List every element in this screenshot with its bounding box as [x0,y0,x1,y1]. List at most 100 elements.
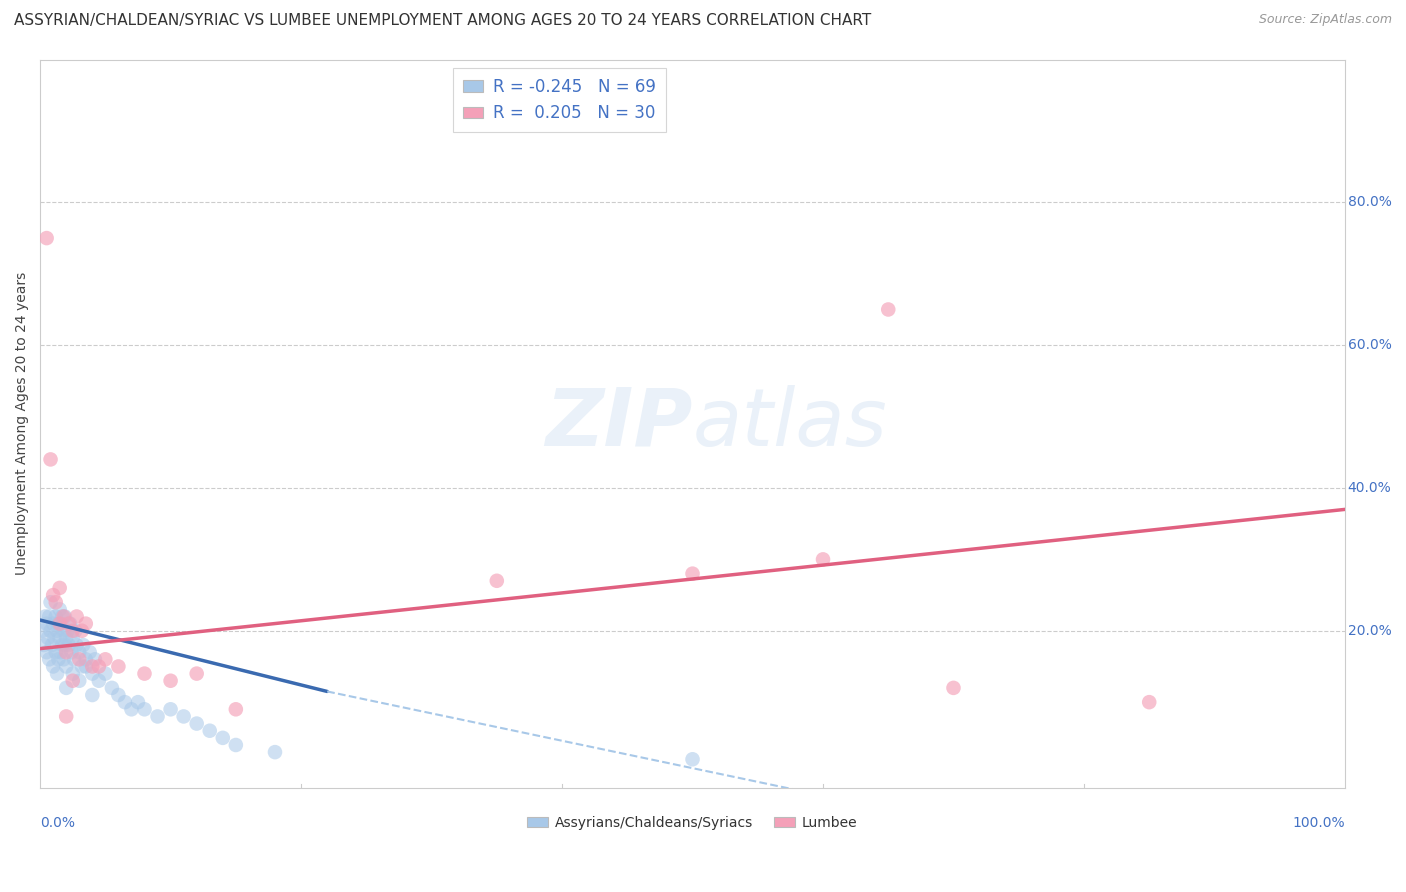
Point [48,616,70,631]
Point [682,566,704,581]
Point [159,673,181,688]
Point [49,645,72,659]
Point [55,645,77,659]
Point [94,666,117,681]
Point [63,652,86,666]
Text: atlas: atlas [693,384,887,463]
Point [114,695,136,709]
Point [65,624,87,638]
Point [53,609,76,624]
Point [79,645,101,659]
Point [51,638,73,652]
Point [48,631,70,645]
Point [35,645,58,659]
Point [62,631,84,645]
Point [38,652,60,666]
Point [120,702,142,716]
Point [34,609,56,624]
Point [159,702,181,716]
Point [485,574,508,588]
Point [42,616,65,631]
Point [48,602,70,616]
Text: ZIP: ZIP [546,384,693,463]
Point [67,652,90,666]
Point [39,595,62,609]
Point [87,659,110,673]
Text: 40.0%: 40.0% [1347,481,1392,495]
Point [52,652,75,666]
Text: 100.0%: 100.0% [1292,816,1346,830]
Point [48,616,70,631]
Point [42,659,65,673]
Point [58,638,80,652]
Point [146,709,169,723]
Point [45,645,67,659]
Y-axis label: Unemployment Among Ages 20 to 24 years: Unemployment Among Ages 20 to 24 years [15,272,30,575]
Point [72,638,94,652]
Text: 0.0%: 0.0% [41,816,75,830]
Point [82,666,104,681]
Point [39,452,62,467]
Point [198,723,221,738]
Point [31,624,53,638]
Point [48,652,70,666]
Point [60,645,83,659]
Point [66,638,89,652]
Point [75,652,97,666]
Point [45,595,67,609]
Point [45,609,67,624]
Point [55,631,77,645]
Point [264,745,287,759]
Point [62,666,84,681]
Point [75,659,97,673]
Point [59,616,82,631]
Point [70,659,93,673]
Point [46,624,69,638]
Point [107,688,129,702]
Point [32,638,55,652]
Point [62,673,84,688]
Point [1137,695,1160,709]
Point [186,666,208,681]
Point [39,624,62,638]
Text: 20.0%: 20.0% [1347,624,1392,638]
Point [225,702,247,716]
Point [211,731,233,745]
Point [49,616,72,631]
Point [58,616,80,631]
Point [35,616,58,631]
Point [66,609,89,624]
Point [55,709,77,723]
Point [94,652,117,666]
Point [75,616,97,631]
Point [877,302,900,317]
Point [811,552,834,566]
Text: ASSYRIAN/CHALDEAN/SYRIAC VS LUMBEE UNEMPLOYMENT AMONG AGES 20 TO 24 YEARS CORREL: ASSYRIAN/CHALDEAN/SYRIAC VS LUMBEE UNEMP… [14,13,872,29]
Point [186,716,208,731]
Text: 60.0%: 60.0% [1347,338,1392,352]
Point [67,673,90,688]
Text: Source: ZipAtlas.com: Source: ZipAtlas.com [1258,13,1392,27]
Point [46,666,69,681]
Point [82,688,104,702]
Point [101,681,124,695]
Point [134,666,156,681]
Point [55,681,77,695]
Point [56,624,79,638]
Point [62,624,84,638]
Text: 80.0%: 80.0% [1347,195,1392,210]
Point [37,631,59,645]
Point [942,681,965,695]
Point [52,624,75,638]
Point [682,752,704,766]
Point [53,638,76,652]
Point [225,738,247,752]
Point [48,581,70,595]
Point [42,588,65,602]
Legend: Assyrians/Chaldeans/Syriacs, Lumbee: Assyrians/Chaldeans/Syriacs, Lumbee [522,811,863,836]
Point [41,638,63,652]
Point [70,624,93,638]
Point [87,673,110,688]
Point [107,659,129,673]
Point [52,609,75,624]
